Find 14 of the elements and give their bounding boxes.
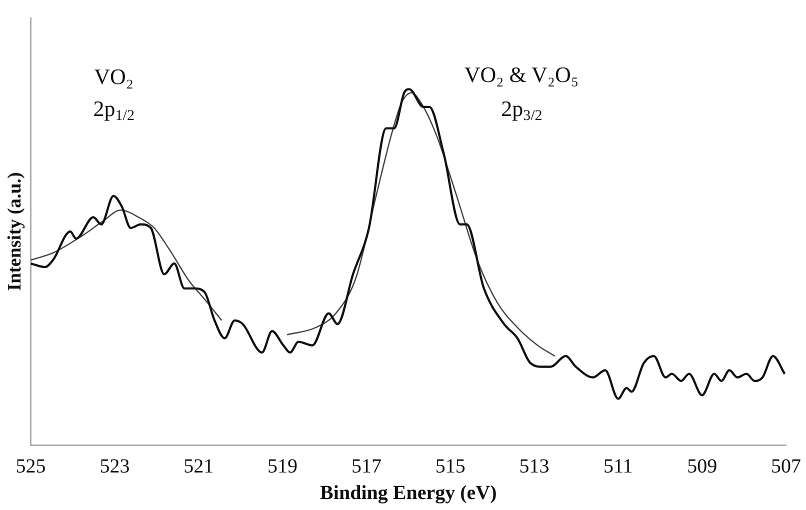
x-tick-label: 519 xyxy=(268,455,298,478)
x-tick-label: 517 xyxy=(351,455,382,478)
x-tick-label: 521 xyxy=(184,455,214,478)
text: VO₂ & V₂O₅ xyxy=(464,62,579,88)
y-axis-title: Intensity (a.u.) xyxy=(4,172,26,291)
x-tick-label: 511 xyxy=(604,455,633,478)
x-tick-label: 509 xyxy=(687,455,718,478)
x-tick-label: 515 xyxy=(435,455,466,478)
x-tick-label: 507 xyxy=(771,455,801,478)
x-tick-label: 523 xyxy=(100,455,130,478)
x-axis-title: Binding Energy (eV) xyxy=(320,482,497,504)
x-tick-label: 513 xyxy=(519,455,550,478)
annotation: VO₂ xyxy=(94,64,134,90)
x-tick-label: 525 xyxy=(16,455,46,478)
